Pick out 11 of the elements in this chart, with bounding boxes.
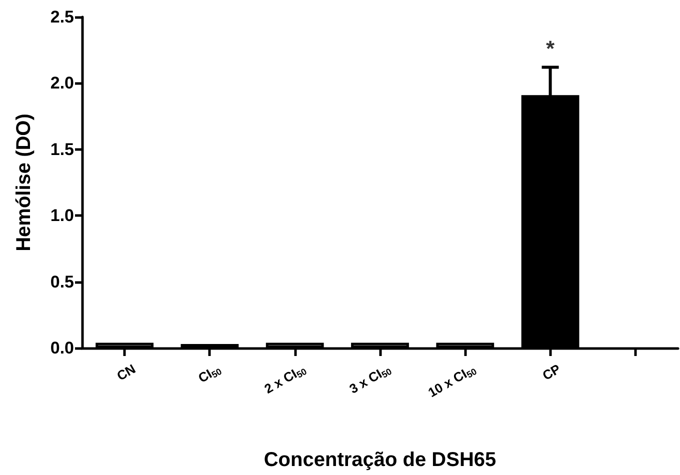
x-tick-label: CN xyxy=(114,361,138,384)
y-tick-label: 1.5 xyxy=(50,140,74,159)
x-tick-label: CP xyxy=(540,361,564,384)
annotation: * xyxy=(546,36,556,61)
y-tick-label: 0.0 xyxy=(50,338,74,358)
y-axis-title: Hemólise (DO) xyxy=(13,114,35,252)
y-tick-label: 2.5 xyxy=(50,8,74,26)
x-axis-title: Concentração de DSH65 xyxy=(264,449,496,471)
y-tick-label: 2.0 xyxy=(50,74,74,93)
y-tick-label: 0.5 xyxy=(50,272,74,292)
y-tick-label: 1.0 xyxy=(50,206,74,226)
